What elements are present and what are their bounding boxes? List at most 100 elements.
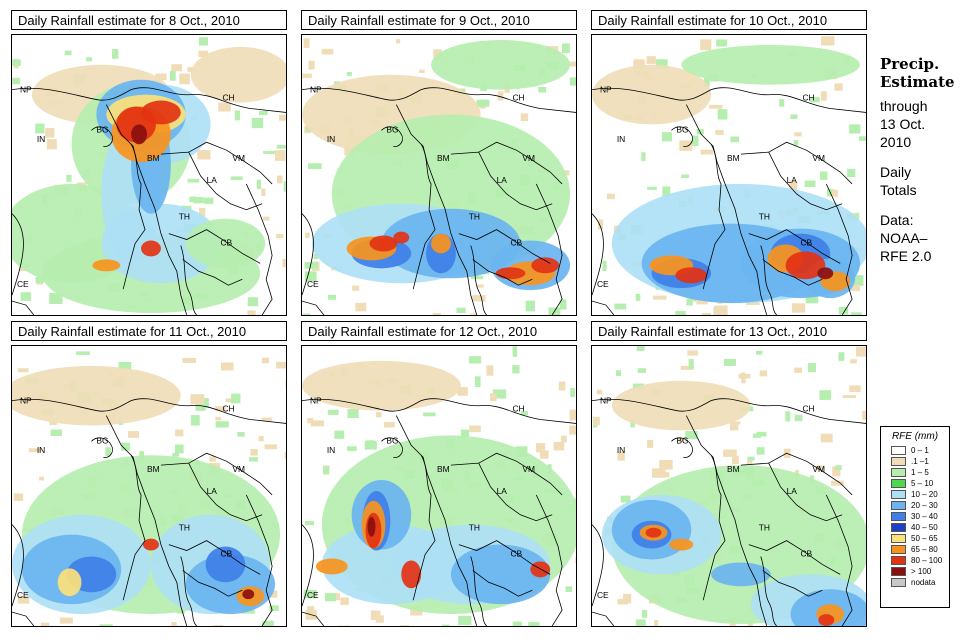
rain-speck	[327, 294, 336, 300]
rain-speck	[730, 136, 740, 143]
rain-speck	[218, 102, 231, 112]
country-label: BG	[96, 435, 108, 445]
country-label: LA	[497, 486, 508, 496]
rain-speck	[307, 163, 322, 169]
rain-speck	[635, 619, 646, 626]
rain-speck	[715, 129, 724, 135]
rainfall-map-svg: NP CH IN BG BM VM LA TH CB CE	[302, 38, 576, 315]
rain-speck	[200, 398, 209, 408]
rain-speck	[197, 149, 211, 160]
panel-title: Daily Rainfall estimate for 8 Oct., 2010	[11, 10, 287, 30]
rain-speck	[794, 367, 803, 373]
country-label: VM	[232, 464, 245, 474]
caption-source: NOAA–	[880, 230, 928, 246]
rain-speck	[709, 104, 723, 109]
rain-speck	[346, 446, 357, 451]
legend-swatch	[891, 468, 906, 477]
map-panel: Daily Rainfall estimate for 11 Oct., 201…	[11, 321, 289, 627]
rain-speck	[680, 365, 694, 370]
rain-speck	[497, 91, 504, 101]
legend-label: nodata	[911, 578, 936, 587]
panel-title: Daily Rainfall estimate for 10 Oct., 201…	[591, 10, 867, 30]
country-label: IN	[327, 445, 335, 455]
country-label: CH	[802, 93, 814, 103]
border-line	[302, 213, 314, 296]
panel-title: Daily Rainfall estimate for 9 Oct., 2010	[301, 10, 577, 30]
country-label: CH	[802, 404, 814, 414]
rain-field	[302, 38, 576, 315]
rain-speck	[59, 617, 73, 624]
country-borders	[302, 398, 576, 626]
rain-speck	[723, 449, 737, 457]
legend-swatch	[891, 523, 906, 532]
rain-speck	[76, 351, 90, 355]
border-line	[592, 398, 866, 424]
rain-speck	[20, 292, 32, 301]
rain-speck	[831, 189, 838, 197]
rain-speck	[261, 188, 266, 196]
rain-speck	[820, 91, 827, 101]
rain-speck	[327, 409, 339, 415]
rain-speck	[469, 356, 482, 364]
border-line	[671, 126, 693, 147]
border-line	[768, 151, 843, 211]
border-line	[12, 398, 286, 424]
rain-speck	[562, 43, 570, 54]
rain-cell	[367, 516, 376, 537]
rain-speck	[675, 310, 686, 315]
country-label: TH	[759, 523, 770, 533]
rain-speck	[717, 109, 728, 120]
rain-speck	[820, 433, 833, 443]
rain-speck	[520, 411, 528, 416]
country-borders	[12, 87, 286, 315]
rain-speck	[848, 284, 860, 291]
rain-field	[592, 36, 866, 315]
rain-speck	[237, 431, 245, 437]
border-line	[180, 245, 197, 315]
rain-speck	[714, 305, 728, 315]
map-panel: Daily Rainfall estimate for 12 Oct., 201…	[301, 321, 579, 627]
rain-speck	[46, 139, 57, 150]
border-line	[12, 300, 35, 315]
rainfall-map-svg: NP CH IN BG BM VM LA TH CB CE	[592, 346, 866, 626]
country-borders	[592, 398, 866, 626]
legend-label: 30 – 40	[911, 512, 938, 521]
rain-speck	[747, 456, 755, 461]
rain-speck	[35, 123, 45, 134]
rain-speck	[620, 495, 631, 503]
rain-cell	[401, 560, 422, 589]
rain-cell	[302, 360, 461, 411]
rain-speck	[334, 430, 345, 439]
border-line	[412, 144, 436, 290]
caption-totals: Totals	[880, 182, 917, 198]
country-label: BM	[147, 464, 160, 474]
rain-speck	[340, 597, 349, 605]
rain-speck	[636, 346, 645, 351]
country-label: NP	[310, 396, 322, 406]
legend-swatch	[891, 556, 906, 565]
rain-speck	[703, 78, 710, 87]
legend-swatch	[891, 534, 906, 543]
heading-estimate: Estimate	[880, 73, 955, 91]
rain-speck	[179, 73, 190, 85]
rain-speck	[520, 113, 529, 122]
rain-speck	[679, 140, 693, 151]
rain-speck	[476, 99, 490, 107]
rain-speck	[251, 117, 264, 129]
rain-speck	[849, 385, 861, 393]
rain-field	[302, 346, 576, 626]
country-borders	[592, 87, 866, 315]
border-line	[592, 213, 604, 296]
country-label: BM	[147, 153, 160, 163]
rain-cell	[669, 538, 694, 551]
rain-speck	[127, 431, 139, 438]
rain-speck	[99, 624, 113, 626]
country-label: LA	[207, 486, 218, 496]
rain-speck	[105, 447, 112, 457]
rain-speck	[855, 346, 866, 357]
rain-speck	[696, 299, 708, 305]
rain-speck	[729, 423, 739, 431]
rain-speck	[819, 390, 832, 400]
rain-speck	[635, 293, 641, 301]
country-label: NP	[600, 85, 612, 95]
